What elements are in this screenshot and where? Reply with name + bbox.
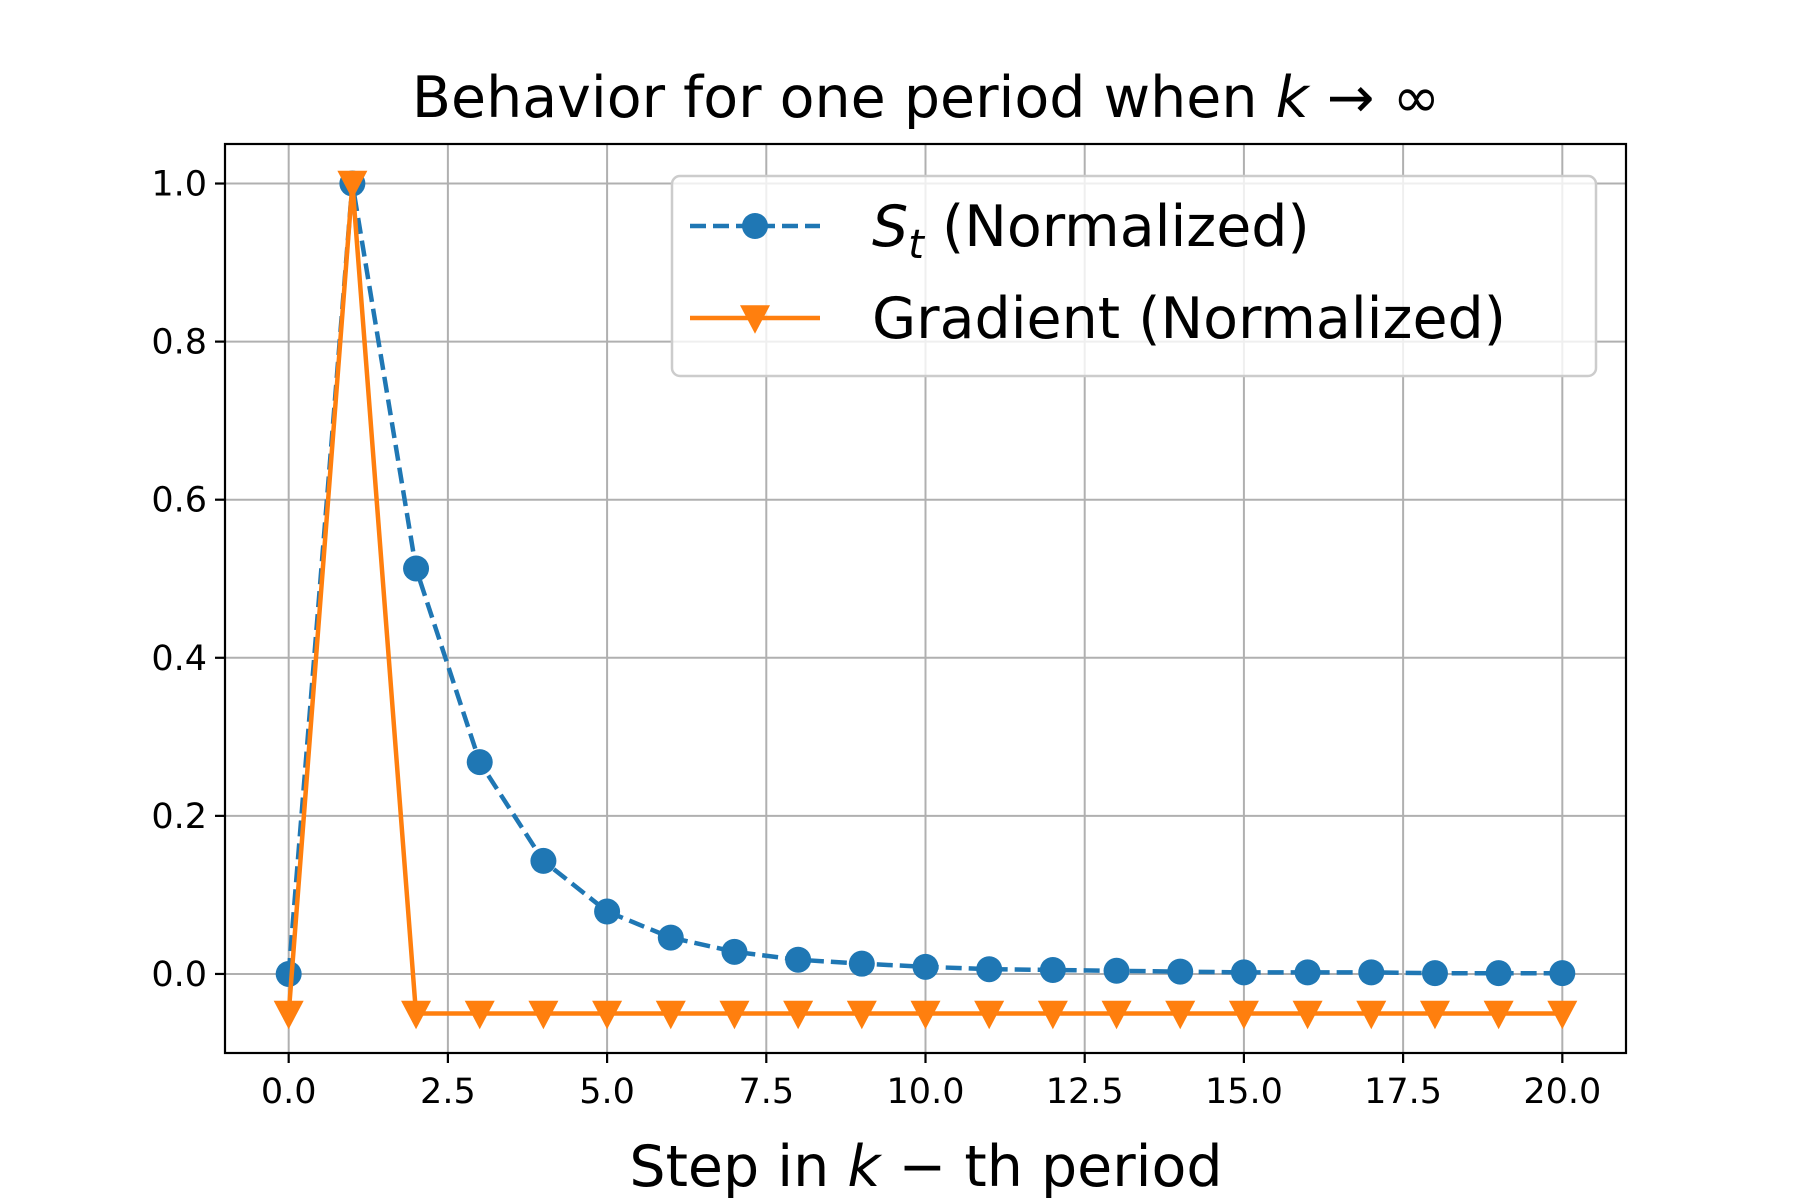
data-point	[912, 953, 939, 980]
data-point	[275, 960, 302, 987]
data-point	[594, 898, 621, 925]
x-tick-label: 10.0	[887, 1072, 965, 1112]
y-tick-label: 0.4	[151, 639, 207, 679]
x-tick-label: 17.5	[1364, 1072, 1442, 1112]
data-point	[1294, 959, 1321, 986]
data-point	[974, 1000, 1005, 1030]
data-point	[785, 946, 812, 973]
legend-label: Gradient (Normalized)	[872, 286, 1506, 352]
legend-box	[670, 174, 1598, 378]
x-tick-label: 20.0	[1523, 1072, 1601, 1112]
data-point	[1037, 1000, 1068, 1030]
data-point	[1103, 957, 1130, 984]
y-tick-label: 0.8	[151, 323, 207, 363]
data-point	[848, 950, 875, 977]
y-tick-label: 0.0	[151, 955, 207, 995]
data-point	[592, 1000, 623, 1030]
y-tick-label: 0.6	[151, 481, 207, 521]
data-point	[910, 1000, 941, 1030]
data-point	[466, 749, 493, 776]
legend-marker	[740, 305, 770, 334]
data-point	[1358, 959, 1385, 986]
data-point	[1421, 960, 1448, 987]
data-point	[1485, 960, 1512, 987]
x-tick-label: 0.0	[261, 1072, 317, 1112]
plot-area	[273, 170, 1578, 1030]
data-point	[464, 1000, 495, 1030]
data-point	[1549, 960, 1576, 987]
x-tick-label: 12.5	[1046, 1072, 1124, 1112]
ticks: 0.0 2.5 5.0 7.5 10.0 12.5 15.0 17.5 20.0 0.0 0.2 0.…	[151, 165, 1601, 1112]
data-point	[1101, 1000, 1132, 1030]
data-point	[401, 1000, 432, 1030]
data-point	[403, 555, 430, 582]
data-point	[657, 924, 684, 951]
data-point	[1039, 957, 1066, 984]
data-point	[655, 1000, 686, 1030]
data-point	[1419, 1000, 1450, 1030]
x-axis-label: Step in k − th period	[629, 1134, 1222, 1200]
x-tick-label: 2.5	[420, 1072, 476, 1112]
data-point	[1292, 1000, 1323, 1030]
data-point	[530, 847, 557, 874]
data-point	[337, 170, 368, 200]
data-point	[273, 1000, 304, 1030]
y-tick-label: 1.0	[151, 165, 207, 205]
data-point	[1547, 1000, 1578, 1030]
data-point	[1230, 959, 1257, 986]
x-axis-label-prefix: Step in	[629, 1134, 847, 1200]
data-point	[1483, 1000, 1514, 1030]
data-point	[1228, 1000, 1259, 1030]
x-tick-label: 7.5	[738, 1072, 794, 1112]
legend-marker	[742, 213, 768, 239]
x-axis-label-var: k	[847, 1134, 882, 1200]
data-point	[1165, 1000, 1196, 1030]
data-point	[846, 1000, 877, 1030]
x-tick-label: 5.0	[579, 1072, 635, 1112]
chart-title-suffix: → ∞	[1309, 65, 1440, 131]
series-2	[273, 170, 1578, 1030]
chart-title: Behavior for one period when k → ∞	[412, 65, 1440, 131]
data-point	[721, 938, 748, 965]
data-point	[719, 1000, 750, 1030]
x-axis-label-suffix: − th period	[880, 1134, 1222, 1200]
x-tick-label: 15.0	[1205, 1072, 1283, 1112]
data-point	[1167, 958, 1194, 985]
y-tick-label: 0.2	[151, 797, 207, 837]
chart-title-var: k	[1276, 65, 1311, 131]
series-1	[275, 170, 1576, 987]
legend-label: St (Normalized)	[872, 194, 1310, 268]
data-point	[783, 1000, 814, 1030]
data-point	[976, 956, 1003, 983]
legend-entry: Gradient (Normalized)	[690, 286, 1506, 352]
chart-title-prefix: Behavior for one period when	[412, 65, 1276, 131]
legend: St (Normalized) Gradient (Normalized)	[670, 174, 1598, 378]
data-point	[1356, 1000, 1387, 1030]
legend-entry: St (Normalized)	[690, 194, 1310, 268]
data-point	[528, 1000, 559, 1030]
